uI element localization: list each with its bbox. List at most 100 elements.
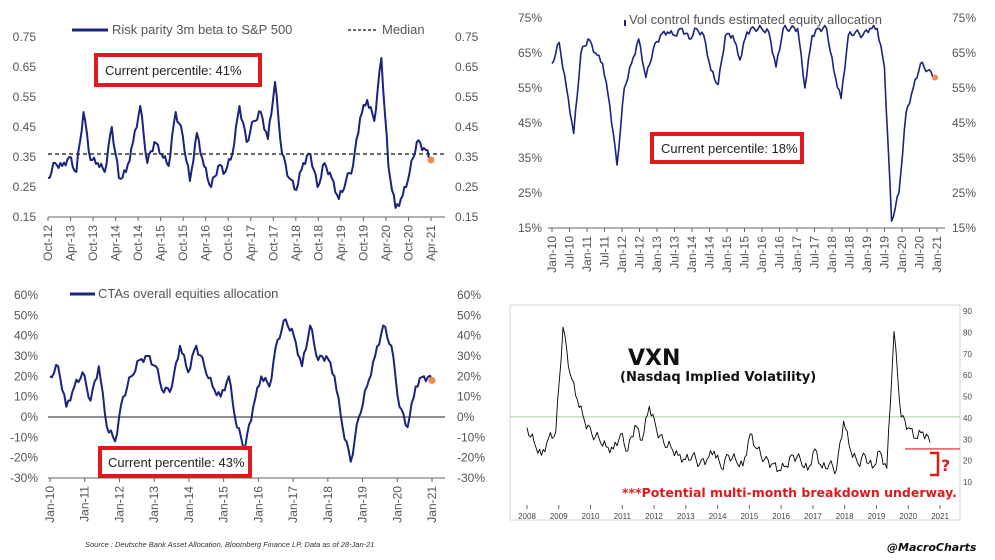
- author-handle: @MacroCharts: [887, 541, 977, 554]
- y-tick-label-left: 0.35: [13, 150, 37, 164]
- x-tick-label: Jul-16: [773, 236, 787, 269]
- x-tick-label: Jan-10: [545, 236, 559, 273]
- y-tick-label-right: 65%: [952, 46, 976, 60]
- y-tick-label-right: 70: [963, 350, 972, 359]
- x-tick-label: Oct-13: [86, 225, 100, 261]
- x-tick-label: Jul-10: [563, 236, 577, 269]
- y-tick-label-left: 50%: [14, 308, 38, 322]
- x-tick-label: Jul-12: [633, 236, 647, 269]
- y-tick-label-right: 50: [963, 393, 972, 402]
- current-value-marker: [427, 156, 435, 164]
- x-tick-label: Jan-10: [43, 486, 57, 523]
- x-tick-label: Jan-13: [147, 486, 161, 523]
- y-tick-label-right: -10%: [457, 430, 485, 444]
- y-tick-label-right: 30: [963, 435, 972, 444]
- y-tick-label-right: 30%: [457, 349, 481, 363]
- y-tick-label-left: -10%: [10, 430, 38, 444]
- x-tick-label: Jan-17: [790, 236, 804, 273]
- y-tick-label-right: 0.15: [455, 210, 479, 224]
- y-tick-label-right: 60: [963, 371, 972, 380]
- vol-control-allocation-line: [551, 24, 936, 222]
- x-tick-label: Apr-19: [334, 225, 348, 261]
- y-tick-label-left: 20%: [14, 369, 38, 383]
- x-tick-label: Jan-18: [321, 486, 335, 523]
- x-tick-label: Jan-12: [615, 236, 629, 273]
- x-tick-label: Jan-14: [182, 486, 196, 523]
- y-tick-label-right: -20%: [457, 451, 485, 465]
- x-tick-label: Oct-19: [356, 225, 370, 261]
- x-tick-label: 2010: [582, 512, 600, 521]
- y-tick-label-left: 0.45: [13, 120, 37, 134]
- y-tick-label-right: 55%: [952, 81, 976, 95]
- x-tick-label: 2012: [645, 512, 663, 521]
- y-tick-label-left: 0.15: [13, 210, 37, 224]
- x-tick-label: Oct-16: [221, 225, 235, 261]
- risk-parity-beta-chart: 0.75 0.65 0.55 0.45 0.35 0.25 0.15 0.75 0.65 0.5…: [13, 22, 479, 261]
- y-tick-label-right: 0.55: [455, 90, 479, 104]
- y-tick-label-left: 25%: [518, 186, 542, 200]
- cta-equities-allocation-chart: 60% 50% 40% 30% 20% 10% 0% -10% -20% -30% 60% 50% 4…: [10, 286, 485, 523]
- percentile-box: [94, 53, 262, 87]
- y-tick-label-left: 55%: [518, 81, 542, 95]
- y-tick-label-right: 0%: [457, 410, 475, 424]
- x-tick-label: 2013: [677, 512, 695, 521]
- vol-control-allocation-chart: 75% 65% 55% 45% 35% 25% 15% 75% 65% 55% 45% 35% 25%…: [518, 11, 976, 273]
- y-tick-label-right: 40%: [457, 329, 481, 343]
- y-tick-label-right: 10: [963, 478, 972, 487]
- x-tick-label: Jul-11: [598, 236, 612, 268]
- plot-frame: [509, 304, 961, 521]
- y-tick-label-left: 0.55: [13, 90, 37, 104]
- y-tick-label-left: 15%: [518, 221, 542, 235]
- y-tick-label-right: 0.25: [455, 180, 479, 194]
- x-tick-label: Jul-17: [808, 236, 822, 269]
- x-tick-label: Jan-16: [755, 236, 769, 273]
- vxn-subtitle: (Nasdaq Implied Volatility): [620, 370, 816, 385]
- y-tick-label-left: 10%: [14, 390, 38, 404]
- y-tick-label-right: 40: [963, 414, 972, 423]
- legend-label-series: Vol control funds estimated equity alloc…: [629, 12, 882, 27]
- x-tick-label: Jan-19: [356, 486, 370, 523]
- y-tick-label-left: 30%: [14, 349, 38, 363]
- x-tick-label: Jan-20: [895, 236, 909, 273]
- x-tick-label: Jul-13: [668, 236, 682, 269]
- y-tick-label-right: 0.45: [455, 120, 479, 134]
- y-tick-label-left: 45%: [518, 116, 542, 130]
- y-tick-label-right: -30%: [457, 471, 485, 485]
- y-tick-label-right: 90: [963, 307, 972, 316]
- x-tick-label: Jan-19: [860, 236, 874, 273]
- y-tick-label-right: 0.65: [455, 60, 479, 74]
- legend-label-median: Median: [382, 22, 425, 37]
- x-tick-label: Jul-15: [738, 236, 752, 269]
- x-tick-label: Jan-21: [930, 236, 944, 273]
- x-tick-label: Jan-11: [580, 236, 594, 272]
- x-tick-label: Jan-12: [112, 486, 126, 523]
- y-tick-label-right: 20: [963, 457, 972, 466]
- x-tick-label: Apr-15: [154, 225, 168, 261]
- y-tick-label-left: 0%: [21, 410, 39, 424]
- percentile-label: Current percentile: 43%: [108, 455, 245, 470]
- y-tick-label-left: 65%: [518, 46, 542, 60]
- x-tick-label: Jul-20: [913, 236, 927, 269]
- question-mark: ?: [941, 456, 950, 475]
- risk-parity-beta-line: [47, 57, 432, 209]
- percentile-box: [650, 132, 804, 164]
- current-value-marker: [428, 376, 436, 384]
- y-tick-label-right: 60%: [457, 288, 481, 302]
- x-tick-label: Apr-18: [289, 225, 303, 261]
- x-tick-label: Oct-17: [266, 225, 280, 261]
- x-tick-label: Oct-20: [401, 225, 415, 261]
- x-tick-label: Jan-16: [251, 486, 265, 523]
- x-tick-label: Jan-15: [217, 486, 231, 523]
- x-tick-label: Jan-21: [425, 486, 439, 523]
- y-tick-label-right: 75%: [952, 11, 976, 25]
- y-tick-label-left: 0.25: [13, 180, 37, 194]
- y-tick-label-right: 20%: [457, 369, 481, 383]
- x-tick-label: Jan-15: [720, 236, 734, 273]
- x-tick-label: 2016: [772, 512, 790, 521]
- x-tick-label: Jan-13: [650, 236, 664, 273]
- x-tick-label: Apr-13: [64, 225, 78, 261]
- breakdown-note: ***Potential multi-month breakdown under…: [622, 485, 957, 500]
- x-tick-label: Jan-18: [825, 236, 839, 273]
- percentile-label: Current percentile: 18%: [661, 141, 798, 156]
